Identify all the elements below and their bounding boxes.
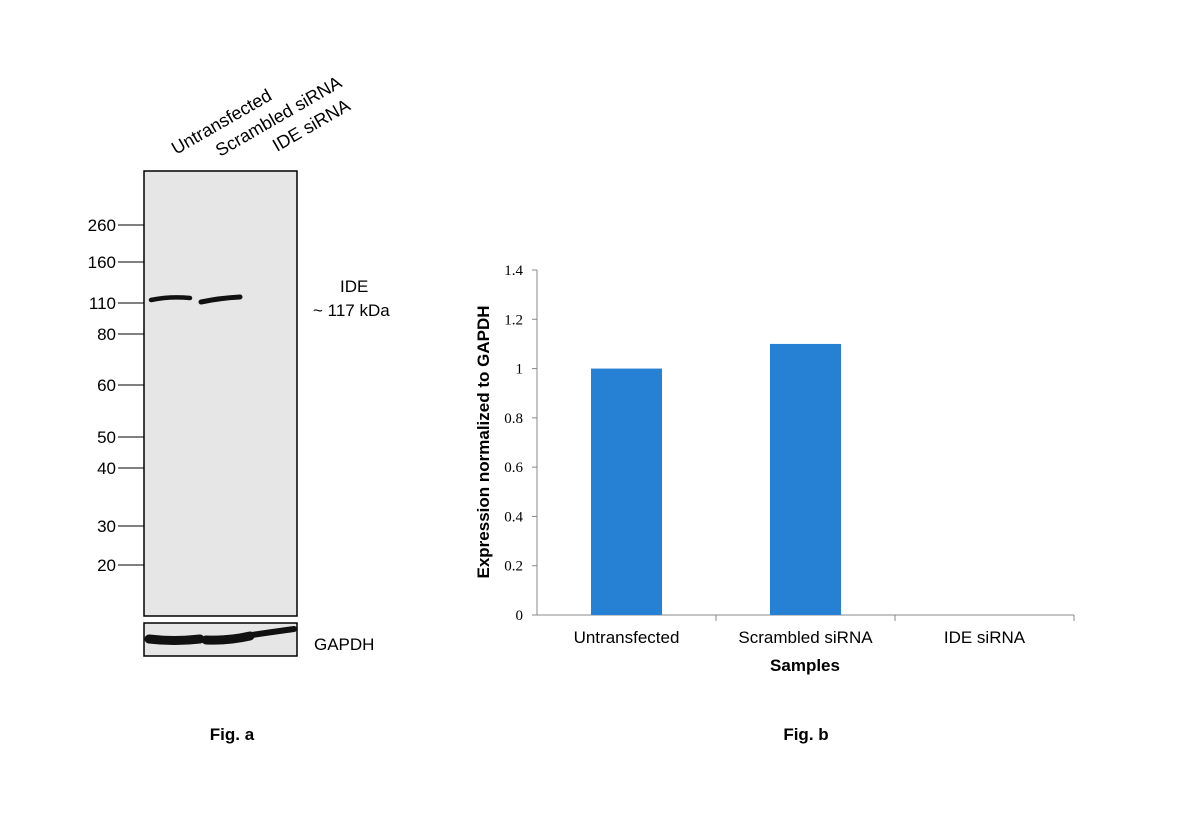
ide-band-untransfected — [148, 295, 193, 303]
fig-a-caption: Fig. a — [210, 725, 255, 744]
y-tick-label: 0.8 — [504, 411, 523, 427]
x-ticks — [715, 615, 1075, 621]
y-tick-label: 0.4 — [504, 509, 523, 525]
marker-label-260: 260 — [88, 216, 116, 235]
loading-control-label: GAPDH — [314, 635, 374, 654]
gapdh-band-scrambled-sirna — [201, 631, 255, 645]
ide-bands — [148, 294, 243, 305]
x-tick-label: IDE siRNA — [944, 628, 1026, 647]
x-tick-labels: Untransfected Scrambled siRNA IDE siRNA — [574, 628, 1026, 647]
gapdh-band-ide-sirna — [249, 626, 297, 638]
y-tick-label: 1.2 — [504, 312, 523, 328]
y-tick-label: 1 — [516, 362, 524, 378]
marker-label-160: 160 — [88, 253, 116, 272]
y-tick-label: 0.6 — [504, 460, 523, 476]
marker-ladder: 260 160 110 80 60 50 40 30 20 — [88, 216, 144, 575]
gapdh-bands — [144, 626, 297, 645]
ide-band-scrambled-sirna — [198, 294, 243, 305]
marker-label-30: 30 — [97, 517, 116, 536]
bar-untransfected — [591, 368, 662, 615]
marker-label-20: 20 — [97, 556, 116, 575]
marker-label-40: 40 — [97, 459, 116, 478]
y-tick-label: 0 — [516, 608, 524, 624]
bars — [591, 343, 841, 615]
target-size: ~ 117 kDa — [313, 301, 390, 320]
marker-label-60: 60 — [97, 376, 116, 395]
marker-label-80: 80 — [97, 325, 116, 344]
target-name: IDE — [340, 277, 368, 296]
marker-label-50: 50 — [97, 428, 116, 447]
blot-membrane — [143, 170, 298, 617]
y-ticks: 0 0.2 0.4 0.6 0.8 1 1.2 1.4 — [504, 263, 537, 624]
x-tick-label: Untransfected — [574, 628, 680, 647]
y-tick-label: 0.2 — [504, 559, 523, 575]
y-tick-label: 1.4 — [504, 263, 523, 279]
x-axis-title: Samples — [770, 656, 840, 675]
y-axis-title: Expression normalized to GAPDH — [474, 306, 493, 579]
gapdh-band-untransfected — [144, 634, 205, 645]
bar-scrambled-sirna — [770, 343, 841, 615]
x-tick-label: Scrambled siRNA — [738, 628, 873, 647]
marker-label-110: 110 — [89, 294, 116, 313]
fig-b-caption: Fig. b — [783, 725, 828, 744]
